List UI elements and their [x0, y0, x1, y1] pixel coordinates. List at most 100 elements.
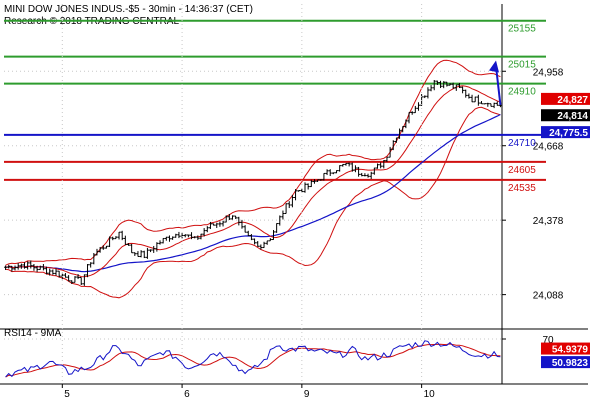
ohlc-bar	[149, 249, 153, 253]
ohlc-bar	[344, 162, 348, 166]
ohlc-bar	[423, 95, 427, 99]
ohlc-bar	[271, 230, 275, 241]
ohlc-bar	[341, 163, 345, 167]
ohlc-bar	[177, 231, 181, 239]
ohlc-bar	[218, 221, 222, 227]
ohlc-bar	[164, 236, 168, 241]
rsi-tick-label: 70	[542, 335, 554, 346]
time-tick-label: 6	[184, 389, 190, 400]
ohlc-bar	[48, 268, 52, 276]
ohlc-bar	[104, 245, 108, 249]
bollinger-upper-line	[5, 59, 501, 266]
ohlc-bar	[243, 225, 247, 233]
ohlc-bar	[328, 169, 332, 176]
ohlc-bar	[281, 210, 285, 220]
ohlc-bar	[454, 84, 458, 91]
ohlc-bar	[413, 105, 417, 114]
ohlc-bar	[95, 248, 99, 256]
ohlc-bar	[498, 104, 502, 108]
ohlc-bar	[57, 270, 61, 278]
ohlc-bar	[161, 237, 165, 244]
ohlc-bar	[7, 264, 11, 269]
ohlc-bar	[325, 169, 329, 176]
rsi-line	[5, 340, 501, 378]
ohlc-bar	[193, 236, 197, 239]
ohlc-bar	[448, 83, 452, 86]
ohlc-bar	[473, 96, 477, 103]
ohlc-bar	[331, 172, 335, 175]
time-tick-label: 5	[64, 389, 70, 400]
ohlc-bar	[4, 265, 8, 271]
ohlc-bar	[442, 81, 446, 89]
ohlc-bar	[174, 233, 178, 238]
ohlc-bar	[404, 119, 408, 129]
rsi-tag-label: 54.9379	[552, 345, 589, 356]
ohlc-bar	[227, 214, 231, 220]
ohlc-bar	[231, 215, 235, 220]
ohlc-bar	[382, 160, 386, 169]
ohlc-bar	[240, 219, 244, 229]
rsi-tag-box	[541, 356, 590, 369]
ohlc-bar	[391, 140, 395, 151]
ohlc-bar	[35, 265, 39, 273]
ohlc-bar	[63, 273, 67, 278]
ohlc-bar	[416, 102, 420, 111]
ohlc-bar	[300, 188, 304, 193]
ohlc-bar	[136, 251, 140, 257]
price-tag-box	[541, 92, 590, 105]
ohlc-bar	[376, 163, 379, 169]
ohlc-bar	[89, 262, 93, 268]
ohlc-bar	[319, 179, 323, 181]
level-label: 25015	[508, 60, 536, 71]
ohlc-bar	[470, 94, 474, 103]
ohlc-bar	[350, 162, 354, 172]
price-tick-label: 24,088	[533, 291, 564, 302]
price-panel: 24,958 24,668 24,378 24,088 25155 25015 24910 2…	[0, 4, 590, 384]
ohlc-bar	[287, 201, 291, 209]
ohlc-bar	[366, 173, 370, 178]
ohlc-bar	[205, 226, 209, 233]
ohlc-bar	[369, 171, 373, 179]
ohlc-bar	[432, 79, 436, 91]
ohlc-bar	[439, 80, 443, 89]
ohlc-bar	[86, 264, 90, 278]
ohlc-bar	[108, 236, 112, 248]
ohlc-bar	[476, 94, 480, 106]
ohlc-bar	[224, 215, 228, 223]
ohlc-bar	[372, 167, 376, 175]
ohlc-bar	[467, 93, 471, 99]
ohlc-bar	[82, 274, 86, 286]
ohlc-bar	[268, 238, 272, 242]
rsi-tag-label: 50.9823	[552, 358, 589, 369]
ohlc-bar	[155, 242, 159, 252]
ohlc-bar	[196, 235, 200, 240]
ohlc-bar	[464, 89, 468, 98]
level-label: 24710	[508, 138, 536, 149]
price-tag-label: 24,827	[557, 95, 588, 106]
ohlc-bar	[111, 236, 115, 241]
ohlc-bar	[401, 125, 405, 133]
ohlc-bar	[29, 260, 33, 269]
ohlc-bar	[234, 215, 238, 219]
ohlc-bar	[41, 263, 45, 271]
ohlc-bar	[379, 162, 383, 169]
ohlc-bar	[208, 221, 212, 229]
ohlc-bar	[212, 223, 216, 226]
rsi-panel-title: RSI14 - 9MA	[4, 328, 62, 339]
ohlc-bar	[407, 111, 411, 124]
ohlc-bar	[297, 190, 301, 192]
ohlc-bar	[167, 235, 171, 242]
ohlc-bar	[79, 276, 83, 286]
ohlc-bar	[183, 234, 187, 238]
price-tag-label: 24,775.5	[549, 128, 588, 139]
ohlc-bar	[16, 263, 20, 270]
price-tick-label: 24,668	[533, 142, 564, 153]
ohlc-bar	[322, 172, 326, 181]
ohlc-bar	[451, 82, 455, 89]
ohlc-bar	[139, 250, 143, 258]
time-tick-label: 9	[304, 389, 310, 400]
projection-arrow-head	[489, 60, 499, 73]
ohlc-bar	[309, 179, 313, 188]
